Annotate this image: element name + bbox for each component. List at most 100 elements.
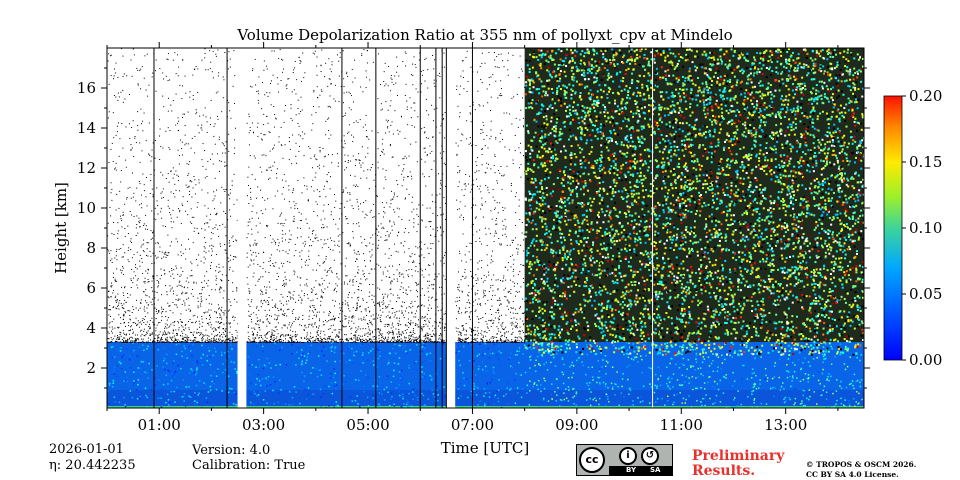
noise-dot bbox=[191, 288, 193, 290]
noise-dot bbox=[343, 283, 345, 285]
noise-dot bbox=[182, 253, 184, 255]
noise-dot bbox=[322, 321, 324, 323]
noise-dot bbox=[346, 91, 348, 93]
noise-dot bbox=[365, 245, 367, 247]
noise-dot bbox=[345, 275, 347, 277]
bl-speckle bbox=[536, 355, 539, 358]
noise-dot bbox=[297, 276, 299, 278]
noise-dot bbox=[139, 330, 141, 332]
noise-dot bbox=[259, 265, 261, 267]
noise-dot bbox=[413, 340, 415, 342]
noise-dot bbox=[272, 334, 274, 336]
bl-speckle bbox=[193, 371, 196, 374]
noise-dot bbox=[383, 340, 385, 342]
noise-dot bbox=[434, 321, 436, 323]
noise-dot bbox=[263, 134, 265, 136]
bl-speckle bbox=[845, 386, 848, 389]
noise-dot bbox=[152, 194, 154, 196]
noise-dot bbox=[120, 341, 122, 343]
bl-speckle bbox=[571, 361, 574, 364]
noise-dot bbox=[270, 254, 272, 256]
noise-dot bbox=[445, 185, 447, 187]
noise-dot bbox=[143, 308, 145, 310]
bl-speckle bbox=[696, 399, 698, 402]
noise-dot bbox=[407, 340, 409, 342]
noise-dot bbox=[343, 78, 345, 80]
noise-dot bbox=[440, 234, 442, 236]
noise-dot bbox=[231, 340, 233, 342]
noise-dot bbox=[271, 242, 273, 244]
bl-speckle bbox=[650, 386, 653, 388]
noise-dot bbox=[157, 336, 159, 338]
bl-speckle bbox=[585, 399, 588, 401]
noise-dot bbox=[289, 279, 291, 281]
bl-speckle bbox=[522, 387, 524, 390]
noise-dot bbox=[457, 339, 459, 341]
bl-speckle bbox=[584, 394, 587, 396]
noise-dot bbox=[203, 223, 205, 225]
noise-dot bbox=[168, 341, 170, 343]
noise-dot bbox=[202, 335, 204, 337]
noise-dot bbox=[414, 339, 416, 341]
noise-dot bbox=[522, 125, 524, 127]
noise-dot bbox=[466, 245, 468, 247]
bl-speckle bbox=[167, 369, 169, 372]
noise-dot bbox=[273, 144, 275, 146]
bl-speckle bbox=[173, 360, 175, 362]
noise-dot bbox=[510, 322, 512, 324]
bl-speckle bbox=[172, 392, 174, 394]
noise-dot bbox=[155, 242, 157, 244]
noise-dot bbox=[291, 324, 293, 326]
noise-dot bbox=[248, 144, 250, 146]
noise-dot bbox=[418, 336, 420, 338]
noise-dot bbox=[512, 307, 514, 309]
bl-speckle bbox=[185, 386, 187, 388]
noise-dot bbox=[503, 340, 505, 342]
noise-dot bbox=[130, 280, 132, 282]
noise-dot bbox=[344, 326, 346, 328]
noise-dot bbox=[232, 240, 234, 242]
noise-dot bbox=[324, 337, 326, 339]
bl-speckle bbox=[522, 353, 524, 355]
noise-dot bbox=[521, 222, 523, 224]
noise-dot bbox=[479, 66, 481, 68]
noise-dot bbox=[348, 308, 350, 310]
noise-dot bbox=[473, 341, 475, 343]
noise-dot bbox=[156, 275, 158, 277]
noise-dot bbox=[318, 327, 320, 329]
noise-dot bbox=[193, 337, 195, 339]
bl-speckle bbox=[514, 402, 517, 404]
bl-speckle bbox=[522, 386, 524, 389]
noise-dot bbox=[502, 321, 504, 323]
noise-dot bbox=[258, 337, 260, 339]
noise-dot bbox=[371, 299, 373, 301]
bl-speckle bbox=[252, 403, 255, 405]
bl-speckle bbox=[200, 357, 202, 359]
noise-dot bbox=[382, 336, 384, 338]
bl-speckle bbox=[124, 371, 126, 373]
noise-dot bbox=[363, 202, 365, 204]
bl-speckle bbox=[297, 347, 299, 349]
noise-dot bbox=[283, 310, 285, 312]
noise-dot bbox=[474, 341, 476, 343]
bl-speckle bbox=[714, 353, 717, 355]
bl-speckle bbox=[773, 376, 776, 378]
noise-dot bbox=[351, 317, 353, 319]
noise-dot bbox=[184, 340, 186, 342]
bl-speckle bbox=[848, 402, 851, 405]
bl-speckle bbox=[459, 364, 461, 367]
noise-dot bbox=[137, 278, 139, 280]
noise-dot bbox=[439, 97, 441, 99]
bl-speckle bbox=[236, 370, 238, 373]
bl-speckle bbox=[151, 369, 153, 371]
bl-speckle bbox=[330, 401, 333, 403]
noise-dot bbox=[458, 310, 460, 312]
noise-dot bbox=[203, 150, 205, 152]
noise-dot bbox=[402, 273, 404, 275]
noise-dot bbox=[253, 340, 255, 342]
bl-speckle bbox=[221, 351, 223, 354]
noise-dot bbox=[291, 340, 293, 342]
bl-speckle bbox=[318, 369, 320, 371]
bl-speckle bbox=[854, 405, 856, 408]
noise-dot bbox=[347, 155, 349, 157]
